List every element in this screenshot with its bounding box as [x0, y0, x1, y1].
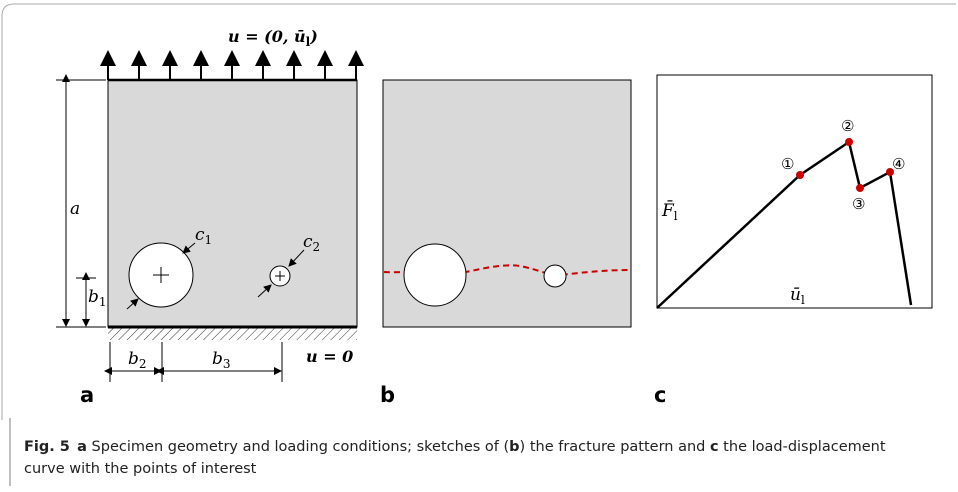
point — [796, 171, 804, 179]
panel-a: u = (0, ūl) a b1 b2 b3 c1 c2 u = 0 a — [56, 27, 364, 407]
support-label: u = 0 — [306, 347, 353, 366]
caption-text: a — [77, 439, 87, 455]
caption-text: b — [509, 439, 520, 455]
x-axis-label: ūl — [790, 285, 805, 307]
support-hatch — [108, 327, 357, 340]
c1-label: c1 — [195, 225, 212, 247]
panel-b: b — [380, 79, 632, 407]
point — [886, 168, 894, 176]
frame — [1, 3, 956, 420]
caption-text: the load-displacement curve with the poi… — [24, 439, 886, 477]
panel-label: c — [654, 383, 666, 407]
point-label: ① — [781, 155, 794, 173]
point — [845, 138, 853, 146]
plot-frame — [656, 74, 933, 309]
caption-text: c — [709, 439, 719, 455]
load-curve — [656, 139, 913, 309]
hole — [403, 243, 467, 307]
specimen — [107, 79, 358, 328]
radius-arrow — [288, 249, 305, 267]
dim-a-label: a — [70, 199, 80, 219]
point — [856, 184, 864, 192]
panel-label: b — [380, 383, 395, 407]
hole — [543, 264, 567, 288]
point-label: ② — [841, 117, 854, 135]
dim-b3-label: b3 — [212, 349, 231, 371]
panel-c: ① ② ③ ④ F̄l ūl c — [654, 74, 933, 407]
load-arrows — [100, 50, 364, 80]
point-label: ③ — [852, 195, 865, 213]
load-label: u = (0, ūl) — [228, 27, 318, 49]
radius-arrow — [257, 284, 272, 298]
radius-arrow — [126, 298, 139, 310]
c2-label: c2 — [303, 232, 320, 254]
caption-text: ) the fracture pattern and — [519, 439, 710, 455]
point-label: ④ — [892, 155, 905, 173]
figure-number: Fig. 5 — [24, 439, 70, 455]
dim-b2-label: b2 — [128, 349, 147, 371]
caption: Fig. 5 a Specimen geometry and loading c… — [24, 436, 924, 480]
radius-arrow — [182, 242, 196, 254]
center-mark — [153, 267, 169, 283]
caption-text: Specimen geometry and loading conditions… — [86, 439, 510, 455]
y-axis-label: F̄l — [661, 199, 678, 223]
dim-b1-label: b1 — [88, 287, 107, 309]
panel-label: a — [80, 383, 94, 407]
center-mark — [275, 271, 285, 281]
